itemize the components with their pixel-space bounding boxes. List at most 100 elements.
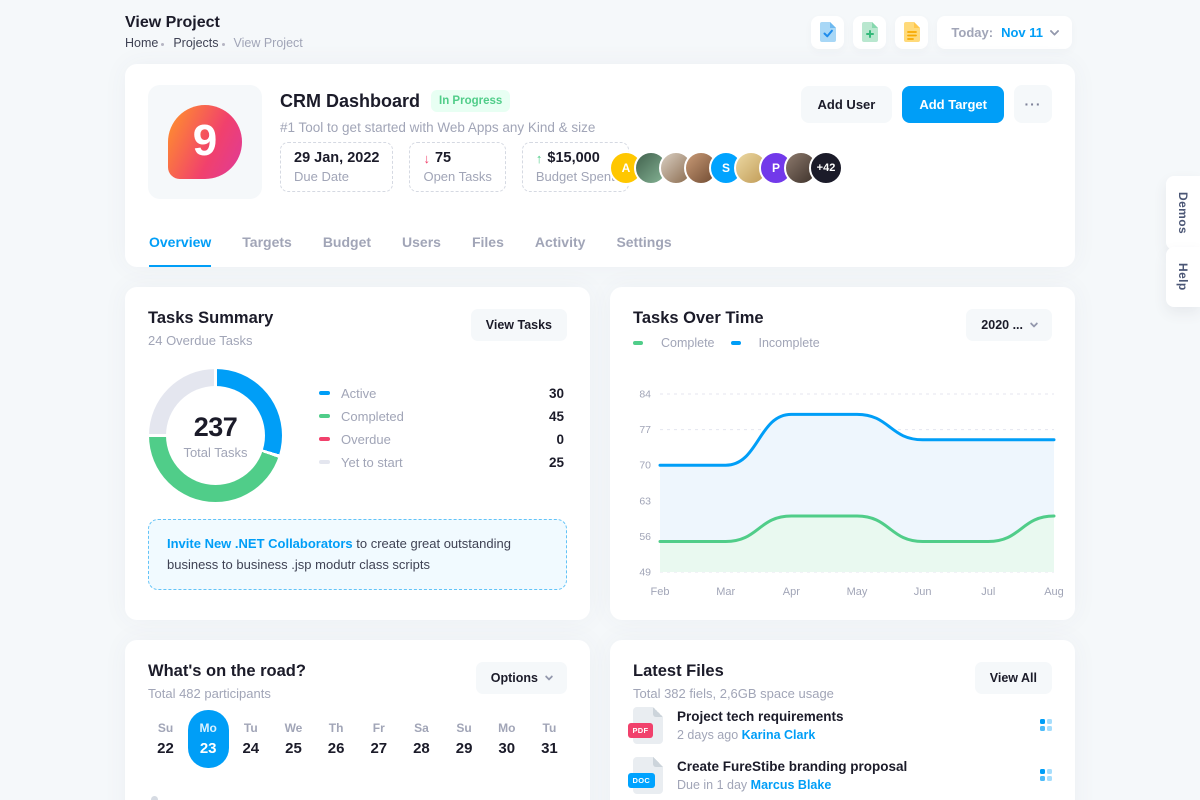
- day-cell[interactable]: Tu 31: [529, 710, 570, 768]
- help-side-tab[interactable]: Help: [1166, 247, 1200, 307]
- file-title-link[interactable]: Create FureStibe branding proposal: [677, 758, 908, 774]
- files-subtitle: Total 382 fiels, 2,6GB space usage: [633, 686, 834, 701]
- stat-value-text: $15,000: [547, 150, 600, 166]
- tab-overview[interactable]: Overview: [149, 222, 212, 267]
- tasks-summary-card: Tasks Summary 24 Overdue Tasks View Task…: [125, 287, 590, 620]
- stat-box: 29 Jan, 2022 Due Date: [280, 142, 394, 192]
- legend-row: Overdue 0: [319, 430, 564, 448]
- legend-item-incomplete: Incomplete: [730, 336, 820, 350]
- day-number: 24: [242, 740, 260, 757]
- dot: [1039, 768, 1045, 774]
- road-head: What's on the road? Total 482 participan…: [148, 662, 567, 701]
- file-type-badge: DOC: [628, 772, 655, 788]
- more-options-button[interactable]: ···: [1014, 85, 1052, 123]
- timeline-dot: [151, 796, 158, 800]
- doc-check-button[interactable]: [811, 15, 845, 49]
- add-user-button[interactable]: Add User: [800, 85, 893, 123]
- file-author-link[interactable]: Karina Clark: [741, 727, 816, 742]
- tasks-over-time-title: Tasks Over Time: [633, 309, 764, 327]
- file-icon: DOC: [628, 756, 663, 794]
- topbar-left: View Project Home Projects View Project: [125, 14, 303, 50]
- options-dropdown[interactable]: Options: [475, 662, 567, 694]
- file-row: PDF Project tech requirements 2 days ago K…: [628, 704, 1052, 746]
- day-cell[interactable]: Th 26: [316, 710, 357, 768]
- dot: [1039, 726, 1045, 732]
- project-name: CRM Dashboard: [280, 90, 421, 111]
- avatar-more[interactable]: +42: [809, 151, 843, 185]
- tab-settings[interactable]: Settings: [616, 234, 672, 250]
- topbar: View Project Home Projects View Project: [125, 0, 1072, 64]
- legend-item-label: Incomplete: [758, 336, 820, 350]
- more-dots-icon[interactable]: [1039, 718, 1052, 732]
- doc-add-button[interactable]: [853, 15, 887, 49]
- status-badge: In Progress: [431, 90, 511, 112]
- stat-value-text: 29 Jan, 2022: [294, 150, 380, 166]
- day-number: 30: [498, 740, 516, 757]
- tab-activity[interactable]: Activity: [534, 234, 586, 250]
- svg-text:May: May: [847, 586, 868, 598]
- road-card: What's on the road? Total 482 participan…: [125, 640, 590, 800]
- dot: [1039, 776, 1045, 782]
- demos-side-tab[interactable]: Demos: [1166, 176, 1200, 251]
- legend-dash-icon: [633, 341, 643, 345]
- day-number: 27: [370, 740, 388, 757]
- breadcrumb-item[interactable]: Projects: [173, 36, 219, 50]
- stat-value: 29 Jan, 2022: [294, 150, 379, 166]
- svg-text:Jun: Jun: [914, 586, 932, 598]
- avatar-group: A S P +42: [609, 151, 843, 185]
- file-title-link[interactable]: Project tech requirements: [677, 708, 844, 724]
- tab-budget[interactable]: Budget: [322, 234, 372, 250]
- legend-dash-icon: [319, 414, 330, 418]
- add-target-button[interactable]: Add Target: [902, 85, 1004, 123]
- tasks-over-time-head: Tasks Over Time Complete Incomplete 2020 …: [633, 309, 1052, 350]
- day-cell[interactable]: We 25: [273, 710, 314, 768]
- svg-text:Jul: Jul: [981, 586, 995, 598]
- tab-users[interactable]: Users: [402, 234, 441, 250]
- doc-lines-button[interactable]: [895, 15, 929, 49]
- legend-value: 45: [548, 408, 564, 424]
- project-card: 9 CRM Dashboard In Progress #1 Tool to g…: [125, 64, 1075, 267]
- breadcrumb-item[interactable]: Home: [125, 36, 159, 50]
- day-cell[interactable]: Fr 27: [358, 710, 399, 768]
- chevron-down-icon: [544, 672, 554, 681]
- stat-label: Open Tasks: [423, 169, 492, 184]
- day-cell[interactable]: Tu 24: [230, 710, 271, 768]
- day-cell[interactable]: Su 22: [145, 710, 186, 768]
- year-dropdown-label: 2020 ...: [981, 318, 1023, 332]
- file-info: Create FureStibe branding proposal Due in…: [677, 759, 907, 792]
- invite-collaborators-link[interactable]: Invite New .NET Collaborators: [167, 536, 353, 551]
- date-label: Today:: [951, 24, 994, 40]
- tab-targets[interactable]: Targets: [242, 234, 292, 250]
- file-author-link[interactable]: Marcus Blake: [750, 777, 832, 792]
- svg-text:84: 84: [639, 389, 651, 401]
- road-subtitle: Total 482 participants: [148, 686, 271, 701]
- doc-add-icon: [861, 22, 878, 42]
- day-cell-selected[interactable]: Mo 23: [187, 710, 229, 768]
- day-selector: Su 22 Mo 23 Tu 24 We 25 Th 26 Fr 27 Sa 28 Su 29 Mo 30 Tu 31: [145, 710, 570, 768]
- stat-label: Due Date: [294, 169, 349, 184]
- files-card: Latest Files Total 382 fiels, 2,6GB spac…: [610, 640, 1075, 800]
- view-all-button[interactable]: View All: [974, 662, 1052, 694]
- day-name: Mo: [498, 721, 516, 735]
- day-name: Fr: [372, 721, 385, 735]
- line-chart-legend: Complete Incomplete: [633, 336, 820, 350]
- tab-files[interactable]: Files: [471, 234, 504, 250]
- files-titles: Latest Files Total 382 fiels, 2,6GB spac…: [633, 662, 834, 701]
- day-cell[interactable]: Sa 28: [401, 710, 442, 768]
- legend-dash-icon: [319, 460, 330, 464]
- stat-value: ↓ 75: [423, 150, 491, 166]
- view-tasks-button[interactable]: View Tasks: [470, 309, 567, 341]
- tasks-summary-head: Tasks Summary 24 Overdue Tasks View Task…: [148, 309, 567, 348]
- more-dots-icon[interactable]: [1039, 768, 1052, 782]
- project-name-row: CRM Dashboard In Progress: [280, 90, 511, 112]
- file-meta: Due in 1 day Marcus Blake: [677, 778, 907, 792]
- day-number: 22: [157, 740, 174, 757]
- date-selector[interactable]: Today: Nov 11: [937, 15, 1072, 49]
- year-dropdown[interactable]: 2020 ...: [966, 309, 1052, 341]
- files-head: Latest Files Total 382 fiels, 2,6GB spac…: [633, 662, 1052, 701]
- breadcrumb-item: View Project: [233, 36, 303, 50]
- day-cell[interactable]: Su 29: [444, 710, 485, 768]
- day-cell[interactable]: Mo 30: [486, 710, 527, 768]
- page-title: View Project: [125, 14, 220, 31]
